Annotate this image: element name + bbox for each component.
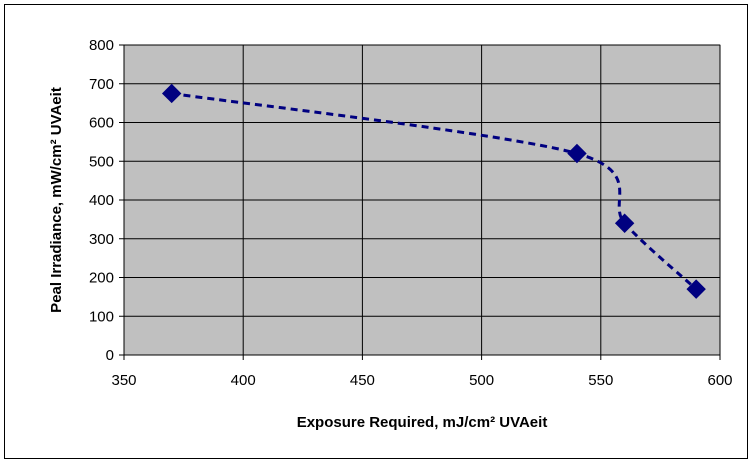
- trendline: [171, 91, 698, 291]
- data-point-diamond: [567, 143, 587, 164]
- x-tick-label: 400: [231, 372, 256, 389]
- x-tick-label: 350: [111, 372, 136, 389]
- x-tick-label: 500: [469, 372, 494, 389]
- x-tick-label: 600: [707, 372, 732, 389]
- x-tick-labels: 350 400 450 500 550 600: [111, 372, 732, 389]
- data-point-diamond: [161, 83, 182, 104]
- data-point-diamond: [614, 213, 635, 233]
- y-tick-label: 100: [89, 308, 114, 325]
- y-tick-labels: 0 100 200 300 400 500 600 700 800: [89, 37, 114, 364]
- x-axis-title: Exposure Required, mJ/cm² UVAeit: [297, 414, 548, 431]
- y-tick-label: 0: [106, 347, 114, 364]
- y-tick-label: 300: [89, 231, 114, 248]
- x-tick-label: 550: [588, 372, 613, 389]
- y-tick-label: 700: [89, 76, 114, 93]
- y-tick-label: 400: [89, 192, 114, 209]
- x-tick-label: 450: [350, 372, 375, 389]
- axes: [119, 44, 721, 360]
- data-points: [161, 83, 706, 299]
- data-point-diamond: [686, 279, 706, 299]
- y-tick-label: 800: [89, 37, 114, 54]
- y-tick-label: 200: [89, 270, 114, 287]
- y-axis-title: Peal Irradiance, mW/cm² UVAeit: [48, 87, 65, 313]
- y-tick-label: 600: [89, 115, 114, 132]
- y-tick-label: 500: [89, 153, 114, 170]
